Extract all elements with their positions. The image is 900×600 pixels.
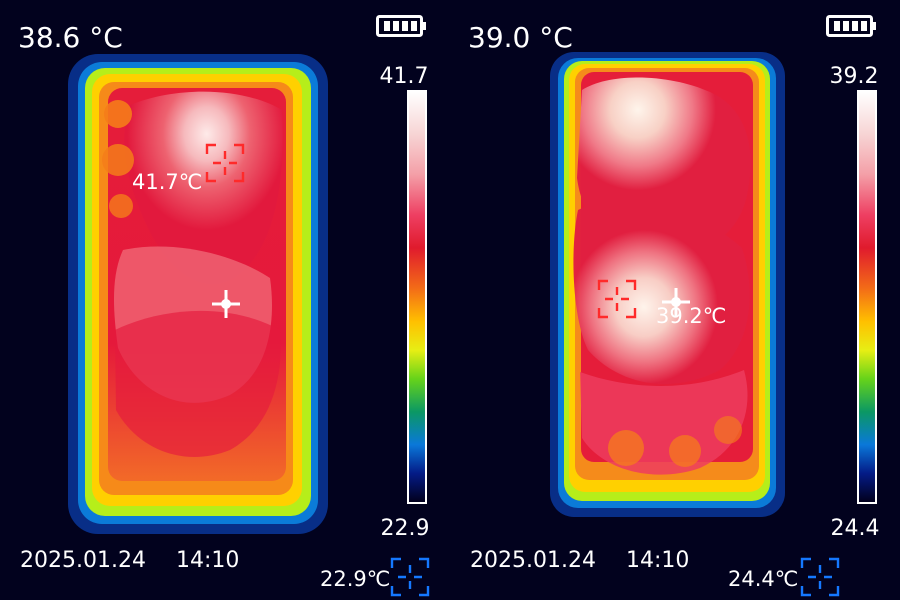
thermal-image-left: [68, 54, 328, 534]
cold-spot-temperature: 24.4℃: [728, 567, 799, 591]
hot-spot-temperature: 39.2℃: [656, 304, 727, 328]
main-temperature: 38.6 °C: [18, 21, 123, 54]
cold-spot-marker-icon: [800, 557, 840, 597]
battery-icon: [376, 15, 426, 37]
center-crosshair-icon: [212, 290, 240, 318]
hot-spot-marker-icon: [205, 143, 245, 183]
temperature-scale-bar: [407, 90, 427, 504]
scale-min-value: 24.4: [830, 516, 880, 541]
thermal-panel-right: 39.0 °C 39.2 24.4 39.2℃ 2025.01.24 14:10…: [450, 0, 900, 600]
cold-spot-temperature: 22.9℃: [320, 567, 391, 591]
scale-min-value: 22.9: [380, 516, 430, 541]
cold-spot-marker-icon: [390, 557, 430, 597]
thermal-panel-left: 38.6 °C 41.7 22.9 41.7℃ 2025.01.24 14:10…: [18, 15, 430, 597]
hot-spot-marker-icon: [597, 279, 637, 319]
capture-time: 14:10: [626, 548, 690, 573]
capture-time: 14:10: [176, 548, 240, 573]
temperature-scale-bar: [857, 90, 877, 504]
thermal-image-right: [450, 0, 900, 600]
scale-max-value: 39.2: [829, 64, 879, 89]
capture-date: 2025.01.24: [470, 548, 596, 573]
battery-icon: [826, 15, 876, 37]
center-crosshair-icon: [662, 288, 690, 316]
scale-max-value: 41.7: [379, 64, 429, 89]
capture-date: 2025.01.24: [20, 548, 146, 573]
hot-spot-temperature: 41.7℃: [132, 170, 203, 194]
main-temperature: 39.0 °C: [468, 21, 573, 54]
